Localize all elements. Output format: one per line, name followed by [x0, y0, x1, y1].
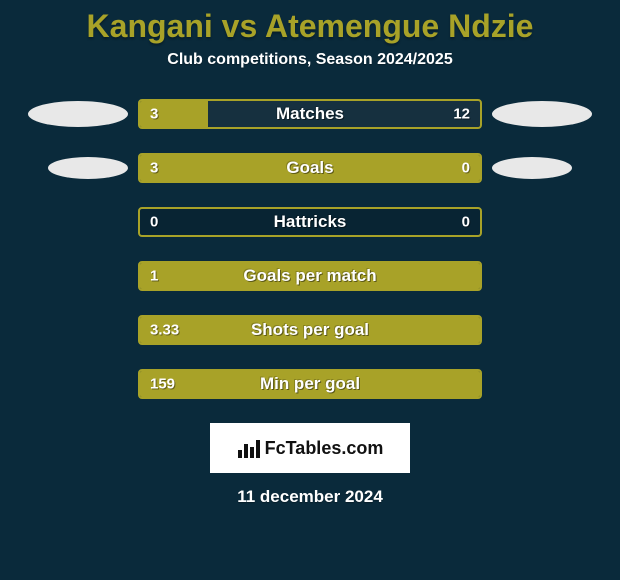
stat-row: 3 0 Goals: [0, 153, 620, 183]
team-badge-right: [492, 101, 592, 127]
team-badge-right: [492, 157, 572, 179]
stat-label: Min per goal: [260, 374, 360, 394]
container: Kangani vs Atemengue Ndzie Club competit…: [0, 0, 620, 580]
stat-value-left: 0: [150, 214, 158, 231]
footer-date: 11 december 2024: [0, 487, 620, 507]
stat-row: 1 Goals per match: [0, 261, 620, 291]
page-subtitle: Club competitions, Season 2024/2025: [0, 51, 620, 69]
stat-label: Hattricks: [274, 212, 347, 232]
stat-value-left: 1: [150, 268, 158, 285]
stat-value-left: 3: [150, 160, 158, 177]
stat-label: Shots per goal: [251, 320, 369, 340]
stats-rows: 3 12 Matches 3 0 Goals 0 0 Hattricks 1 Goals per m…: [0, 99, 620, 399]
stat-bar: 3 12 Matches: [138, 99, 482, 129]
stat-bar: 159 Min per goal: [138, 369, 482, 399]
stat-value-right: 0: [462, 214, 470, 231]
stat-bar: 3 0 Goals: [138, 153, 482, 183]
page-title: Kangani vs Atemengue Ndzie: [0, 0, 620, 51]
logo-text: FcTables.com: [265, 438, 384, 459]
stat-value-left: 3: [150, 106, 158, 123]
stat-bar: 3.33 Shots per goal: [138, 315, 482, 345]
logo-box[interactable]: FcTables.com: [210, 423, 410, 473]
team-badge-left: [28, 101, 128, 127]
stat-bar: 1 Goals per match: [138, 261, 482, 291]
stat-row: 0 0 Hattricks: [0, 207, 620, 237]
stat-row: 159 Min per goal: [0, 369, 620, 399]
stat-row: 3 12 Matches: [0, 99, 620, 129]
logo-chart-icon: [237, 438, 261, 458]
stat-value-left: 159: [150, 376, 175, 393]
stat-bar: 0 0 Hattricks: [138, 207, 482, 237]
stat-value-left: 3.33: [150, 322, 179, 339]
team-badge-left: [48, 157, 128, 179]
stat-label: Goals: [286, 158, 333, 178]
stat-label: Goals per match: [243, 266, 376, 286]
stat-row: 3.33 Shots per goal: [0, 315, 620, 345]
stat-label: Matches: [276, 104, 344, 124]
stat-value-right: 0: [462, 160, 470, 177]
stat-value-right: 12: [453, 106, 470, 123]
bar-fill-left: [140, 155, 402, 181]
